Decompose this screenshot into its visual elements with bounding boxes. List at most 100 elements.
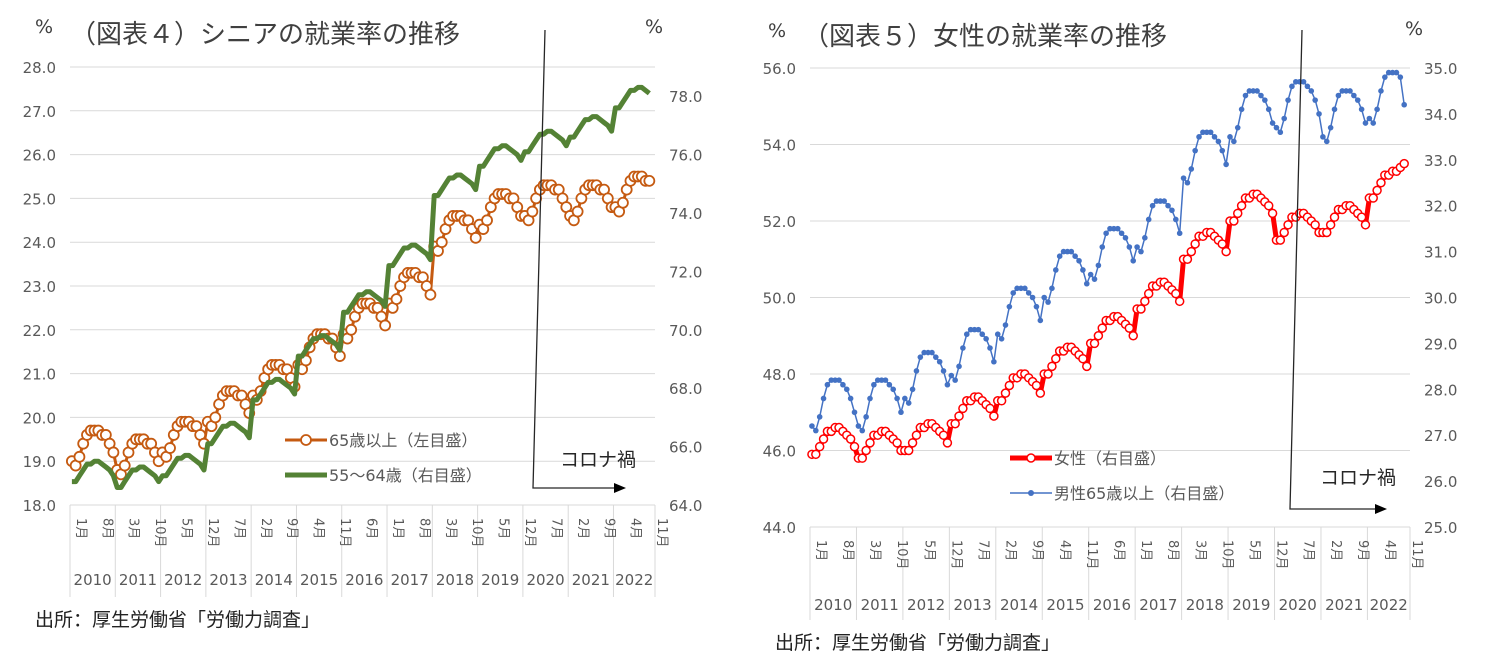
data-point (1138, 248, 1144, 255)
x-month-label: 11月 (1084, 540, 1099, 570)
data-point (855, 423, 862, 429)
x-year-label: 2019 (481, 571, 519, 589)
data-point (1354, 97, 1361, 103)
x-month-label: 1月 (813, 540, 828, 561)
data-point (1060, 248, 1067, 255)
x-year-label: 2021 (572, 571, 610, 589)
data-point (1035, 388, 1046, 398)
y-tick-right: 30.0 (1424, 290, 1457, 308)
data-point (894, 395, 900, 402)
data-point (1122, 235, 1129, 241)
data-point (1382, 74, 1388, 80)
data-point (1258, 92, 1264, 99)
corona-arrow (532, 29, 616, 489)
y-tick-right: 32.0 (1424, 198, 1457, 216)
y-tick-right: 27.0 (1424, 427, 1457, 445)
data-point (886, 381, 893, 388)
data-point (1378, 88, 1384, 94)
data-point (1203, 129, 1210, 136)
data-point (942, 438, 953, 448)
x-month-label: 7月 (231, 518, 246, 539)
y-tick-right: 26.0 (1424, 473, 1457, 491)
data-point (1190, 239, 1200, 249)
data-point (1399, 158, 1409, 169)
x-year-label: 2018 (436, 571, 474, 589)
data-point (1283, 220, 1293, 230)
data-point (1331, 106, 1338, 113)
data-point (1126, 244, 1133, 250)
data-point (1304, 83, 1311, 90)
data-point (1045, 299, 1051, 305)
data-point (898, 409, 904, 416)
data-point (1360, 220, 1371, 230)
data-point (1004, 380, 1015, 391)
x-month-label: 3月 (443, 518, 458, 539)
data-point (958, 403, 968, 414)
data-point (824, 381, 831, 388)
data-point (811, 449, 821, 460)
data-point (903, 445, 914, 456)
x-year-label: 2017 (391, 571, 429, 589)
data-point (1242, 92, 1249, 99)
data-point (989, 411, 999, 421)
legend-label: 65歳以上（左目盛） (329, 431, 477, 450)
data-point (1076, 257, 1082, 264)
data-point (994, 331, 1001, 338)
x-month-label: 2月 (258, 518, 273, 539)
data-point (1014, 285, 1020, 292)
x-year-label: 2018 (1186, 596, 1224, 614)
data-point (816, 414, 823, 420)
series-2-1 (807, 158, 1409, 463)
x-year-label: 2019 (1232, 596, 1270, 614)
data-point (991, 358, 997, 365)
y-tick-left: 20.0 (23, 409, 56, 427)
x-month-label: 11月 (337, 518, 352, 548)
data-point (843, 386, 850, 393)
data-point (1072, 253, 1078, 259)
data-point (890, 386, 897, 393)
data-point (118, 459, 131, 472)
data-point (1142, 235, 1148, 241)
data-point (1033, 303, 1040, 310)
x-month-label: 5月 (1246, 540, 1261, 561)
data-point (107, 446, 120, 459)
data-point (164, 442, 176, 454)
data-point (1312, 97, 1318, 103)
data-point (1308, 88, 1315, 94)
data-point (1263, 200, 1274, 211)
data-point (940, 368, 947, 374)
corona-arrow (1289, 29, 1377, 510)
data-point (1238, 106, 1245, 113)
series-line (811, 71, 1405, 432)
y-tick-left: 54.0 (763, 137, 796, 155)
data-point (983, 336, 989, 342)
data-point (1095, 262, 1102, 269)
data-point (1097, 323, 1108, 333)
x-month-label: 4月 (628, 518, 643, 539)
data-point (1347, 88, 1353, 94)
x-year-label: 2010 (74, 571, 112, 589)
y-tick-right: 34.0 (1424, 106, 1457, 124)
data-point (1099, 244, 1106, 250)
data-point (1196, 134, 1202, 140)
data-point (921, 349, 927, 356)
data-point (1310, 220, 1320, 230)
data-point (840, 381, 846, 388)
y-tick-right: 78.0 (669, 88, 702, 106)
y-tick-left: 24.0 (23, 234, 56, 252)
data-point (1153, 198, 1160, 204)
data-point (1293, 78, 1299, 85)
chart-2: 44.0 46.0 48.0 50.0 52.0 54.0 56.0 25.0 26.0 27.0… (763, 29, 1457, 620)
y-tick-right: 29.0 (1424, 335, 1457, 353)
y-tick-left: 18.0 (23, 497, 56, 515)
y-tick-left: 44.0 (763, 519, 796, 537)
data-point (1022, 285, 1028, 292)
chart-title-2: （図表５）女性の就業率の推移 (803, 22, 1168, 52)
y-tick-right: 64.0 (669, 497, 702, 515)
series-2-2 (809, 69, 1407, 434)
y-tick-right: 28.0 (1424, 381, 1457, 399)
legend-marker (1026, 453, 1036, 463)
data-point (925, 349, 931, 356)
data-point (847, 395, 854, 402)
source-note-1: 出所：厚生労働省「労働力調査」 (35, 609, 321, 631)
